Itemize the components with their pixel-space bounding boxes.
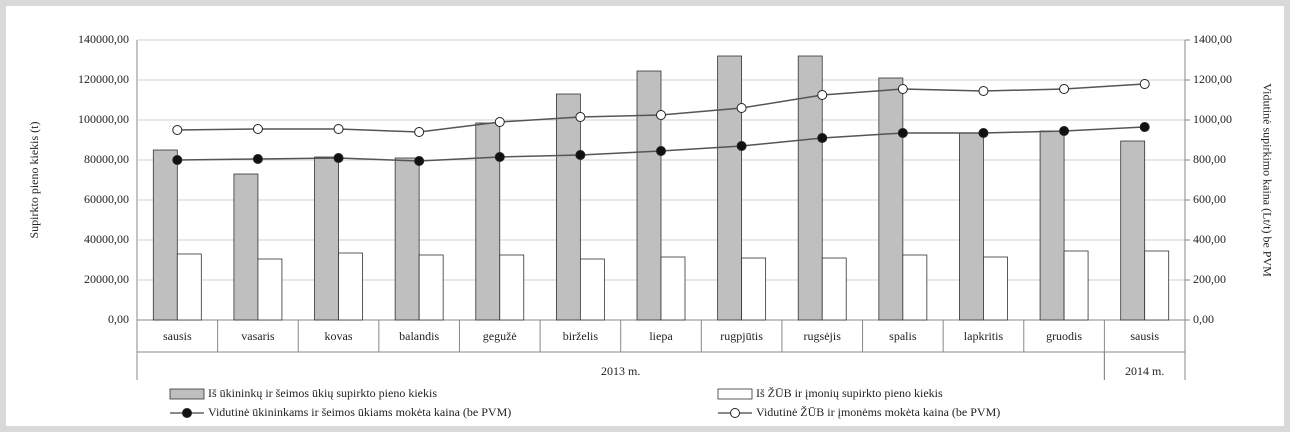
y-tick-label: 20000,00 [84, 272, 129, 286]
bar [555, 93, 581, 321]
bar [579, 258, 605, 321]
x-tick-label: liepa [649, 329, 673, 343]
bar [1120, 140, 1146, 321]
y2-axis-label: Vidutinė supirkimo kaina (Lt/t) be PVM [1260, 83, 1274, 277]
line-marker [414, 156, 425, 166]
line-marker [656, 110, 666, 120]
y-tick-label: 60000,00 [84, 192, 129, 206]
bar [314, 156, 339, 321]
line-marker [575, 112, 586, 122]
legend-label: Iš ūkininkų ir šeimos ūkių supirkto pien… [208, 386, 437, 400]
x-tick-label: vasaris [241, 329, 275, 343]
y-tick-label: 140000,00 [78, 32, 129, 46]
line-marker [817, 90, 828, 100]
y2-tick-label: 1200,00 [1193, 72, 1232, 86]
line-marker [494, 152, 505, 162]
y-tick-label: 0,00 [108, 312, 129, 326]
line-marker [978, 128, 989, 138]
bar [394, 157, 420, 321]
group-label: 2014 m. [1125, 364, 1164, 378]
legend-swatch [717, 388, 753, 400]
bar [983, 256, 1008, 321]
bar [741, 257, 767, 321]
line-marker [333, 124, 344, 134]
line-marker [897, 84, 908, 94]
line-marker [1139, 122, 1150, 132]
bar [176, 253, 202, 321]
line-marker [414, 127, 425, 137]
y2-tick-label: 800,00 [1193, 152, 1226, 166]
legend-label: Vidutinė ŽŪB ir įmonėms mokėta kaina (be… [756, 405, 1000, 419]
line-marker [1059, 84, 1070, 94]
x-tick-label: rugpjūtis [720, 329, 763, 343]
y2-tick-label: 1000,00 [1193, 112, 1232, 126]
line-marker [736, 103, 747, 113]
y-tick-label: 120000,00 [78, 72, 129, 86]
bar [475, 122, 501, 321]
y2-tick-label: 0,00 [1193, 312, 1214, 326]
y-tick-label: 100000,00 [78, 112, 129, 126]
legend-swatch [169, 388, 205, 400]
x-tick-label: sausis [1130, 329, 1159, 343]
bar [878, 77, 904, 321]
bar [959, 132, 984, 321]
line-marker [252, 154, 263, 164]
y2-tick-label: 600,00 [1193, 192, 1226, 206]
line-marker [897, 128, 908, 138]
x-tick-label: gegužė [483, 329, 517, 343]
bar [152, 149, 178, 321]
bar [797, 55, 823, 321]
x-tick-label: balandis [399, 329, 439, 343]
x-tick-label: birželis [563, 329, 599, 343]
y2-tick-label: 200,00 [1193, 272, 1226, 286]
x-tick-label: gruodis [1046, 329, 1082, 343]
line-marker [1139, 79, 1150, 89]
line-marker [656, 146, 666, 156]
bar [418, 254, 444, 321]
legend-label: Vidutinė ūkininkams ir šeimos ūkiams mok… [208, 405, 511, 419]
bar [233, 173, 259, 321]
line-marker [817, 133, 828, 143]
bar [821, 257, 847, 321]
line-marker [252, 124, 263, 134]
bar [338, 252, 363, 321]
y-tick-label: 80000,00 [84, 152, 129, 166]
x-tick-label: sausis [163, 329, 192, 343]
line-marker [978, 86, 989, 96]
x-tick-label: lapkritis [964, 329, 1004, 343]
bar [1039, 130, 1065, 321]
bar [257, 258, 283, 321]
y2-tick-label: 1400,00 [1193, 32, 1232, 46]
line-marker [1059, 126, 1070, 136]
legend-label: Iš ŽŪB ir įmonių supirkto pieno kiekis [756, 386, 943, 400]
legend-marker [182, 408, 192, 418]
legend-marker [730, 408, 740, 418]
line-marker [172, 155, 183, 165]
bar [717, 55, 743, 321]
x-tick-label: spalis [889, 329, 917, 343]
line-marker [172, 125, 183, 135]
bar [1063, 250, 1089, 321]
bar [636, 70, 662, 321]
line-marker [494, 117, 505, 127]
line-marker [736, 141, 747, 151]
bar [660, 256, 686, 321]
y2-tick-label: 400,00 [1193, 232, 1226, 246]
y-axis-label: Supirkto pieno kiekis (t) [27, 122, 41, 239]
y-tick-label: 40000,00 [84, 232, 129, 246]
bar [1144, 250, 1170, 321]
x-tick-label: kovas [325, 329, 353, 343]
line-marker [333, 153, 344, 163]
group-label: 2013 m. [601, 364, 640, 378]
bar [902, 254, 928, 321]
x-tick-label: rugsėjis [804, 329, 842, 343]
line-marker [575, 150, 586, 160]
bar [499, 254, 525, 321]
